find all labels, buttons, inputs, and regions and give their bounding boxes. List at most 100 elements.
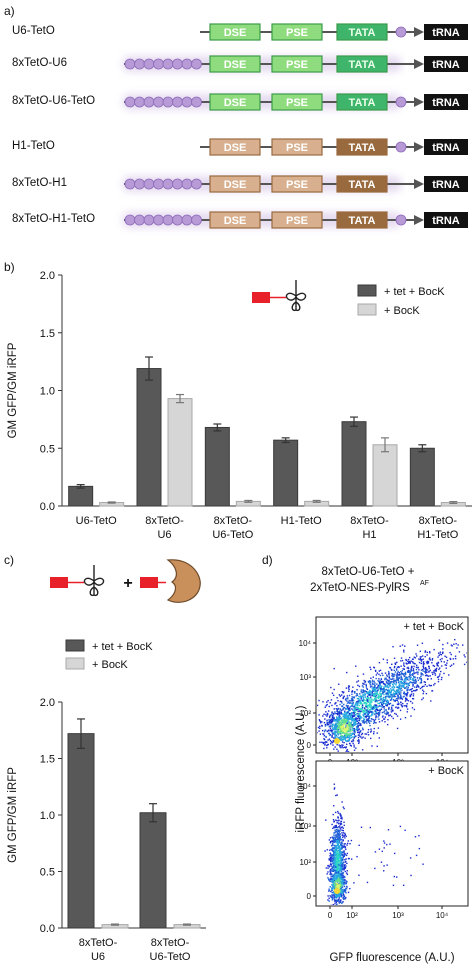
construct-label: H1-TetO [12,140,55,152]
x-tick-label: U6-TetO [150,951,191,963]
promoter-element-label: DSE [224,27,247,39]
panel-label-c: c) [4,553,14,567]
construct-row: DSE PSE TATA tRNA [122,211,468,229]
tetO-bead [172,178,183,190]
x-tick-label: 8xTetO- [145,515,184,527]
arrow-head [414,179,424,189]
construct-label: U6-TetO [12,25,55,37]
promoter-element-label: TATA [349,97,376,109]
tetO-bead [124,214,136,226]
trna-label: tRNA [432,27,460,39]
tetO-bead [143,96,155,108]
promoter-element-box [271,93,323,111]
flow-y-tick-label: 10² [299,709,311,718]
y-tick-label: 0.5 [40,443,55,455]
flow-y-tick-label: 0 [307,892,312,901]
promoter-element-label: PSE [286,215,308,227]
flow-y-tick-label: 0 [307,741,312,750]
promoter-element-box [209,93,261,111]
y-tick-label: 1.5 [40,328,55,340]
arrow-head [414,97,424,107]
bar-chart-c: 0.0 0.5 1.0 1.5 2.0 GM GFP/GM iRFP 8xTetO- U6 8x… [7,559,206,963]
promoter-element-box [336,138,388,156]
flow-cytometry-panel-d: 8xTetO-U6-TetO + 2xTetO-NES-PylRS AF + tet … [295,566,469,964]
promoter-element-label: TATA [349,59,376,71]
flow-y-axis-label: iRFP fluorescence (A.U.) [295,705,307,832]
trna-label: tRNA [432,142,460,154]
tetO-bead [172,214,183,226]
promoter-element-label: TATA [349,179,376,191]
legend-label: + BocK [92,659,128,671]
promoter-element-box [209,138,261,156]
reporter-gene-block [50,577,68,588]
promoter-element-label: PSE [286,27,308,39]
trna-label: tRNA [432,179,460,191]
trna-box [424,139,468,155]
bar [372,444,398,507]
density-peak [334,738,340,744]
flow-x-axis-label: GFP fluorescence (A.U.) [329,952,454,964]
bar [67,733,95,929]
construct-label: 8xTetO-U6-TetO [12,95,96,107]
tetO-bead [153,214,164,226]
construct-row: DSE PSE TATA tRNA [122,55,468,73]
tetO-bead [134,178,145,190]
promoter-element-box [271,138,323,156]
promoter-element-label: PSE [286,97,308,109]
flow-title-line2: 2xTetO-NES-PylRS [310,582,410,594]
tetO-bead [395,214,407,226]
legend-b: + tet + BocK + BocK [357,284,445,317]
promoter-element-box [336,175,388,193]
trna-label: tRNA [432,215,460,227]
pylrs-enzyme-icon [166,559,201,603]
promoter-element-label: DSE [224,179,247,191]
legend-label: + BocK [384,305,420,317]
y-tick-label: 0.0 [40,501,55,513]
flow-y-tick-label: 10⁴ [299,782,312,791]
bar [167,398,193,507]
promoter-element-box [271,23,323,41]
construct-diagram-panel: U6-TetO 8xTetO-U6 8xTetO-U6-TetO H1-TetO… [0,0,474,250]
flow-x-tick-label: 10² [346,911,358,920]
bar [341,421,367,507]
y-tick-label: 0.0 [40,923,55,935]
legend-label: + tet + BocK [384,286,445,298]
bar [68,485,94,507]
arrow-head [414,142,424,152]
promoter-element-box [209,55,261,73]
trna-box [424,56,468,72]
tetO-bead [395,141,407,153]
promoter-element-label: DSE [224,59,247,71]
tetO-bead [134,96,145,108]
bar [409,447,435,507]
flow-x-tick-label: 0 [328,911,333,920]
y-tick-label: 2.0 [40,270,55,282]
promoter-element-label: DSE [224,97,247,109]
trna-box [424,212,468,228]
construct-row: DSE PSE TATA tRNA [122,93,468,111]
tetO-bead [124,178,136,190]
legend-swatch-dark [65,639,85,652]
promoter-element-box [336,23,388,41]
tetO-bead [162,96,174,108]
flow-plot-label: + tet + BocK [403,621,464,633]
promoter-element-label: PSE [286,142,308,154]
bar [139,812,167,929]
arrow-head [414,215,424,225]
trna-label: tRNA [432,59,460,71]
tetO-bead [143,214,155,226]
tetO-bead [153,96,164,108]
reporter-gene-block [140,577,158,588]
x-tick-label: 8xTetO- [419,515,458,527]
reporter-icons: + [50,559,201,603]
tetO-bead [395,96,407,108]
tetO-bead [172,96,183,108]
arrow-head [414,59,424,69]
trna-label: tRNA [432,97,460,109]
y-tick-label: 2.0 [40,697,55,709]
tetO-bead [134,214,145,226]
tetO-bead [153,58,164,70]
legend-c: + tet + BocK + BocK [65,639,153,671]
tetO-bead [124,96,136,108]
x-tick-label: U6-TetO [76,515,117,527]
